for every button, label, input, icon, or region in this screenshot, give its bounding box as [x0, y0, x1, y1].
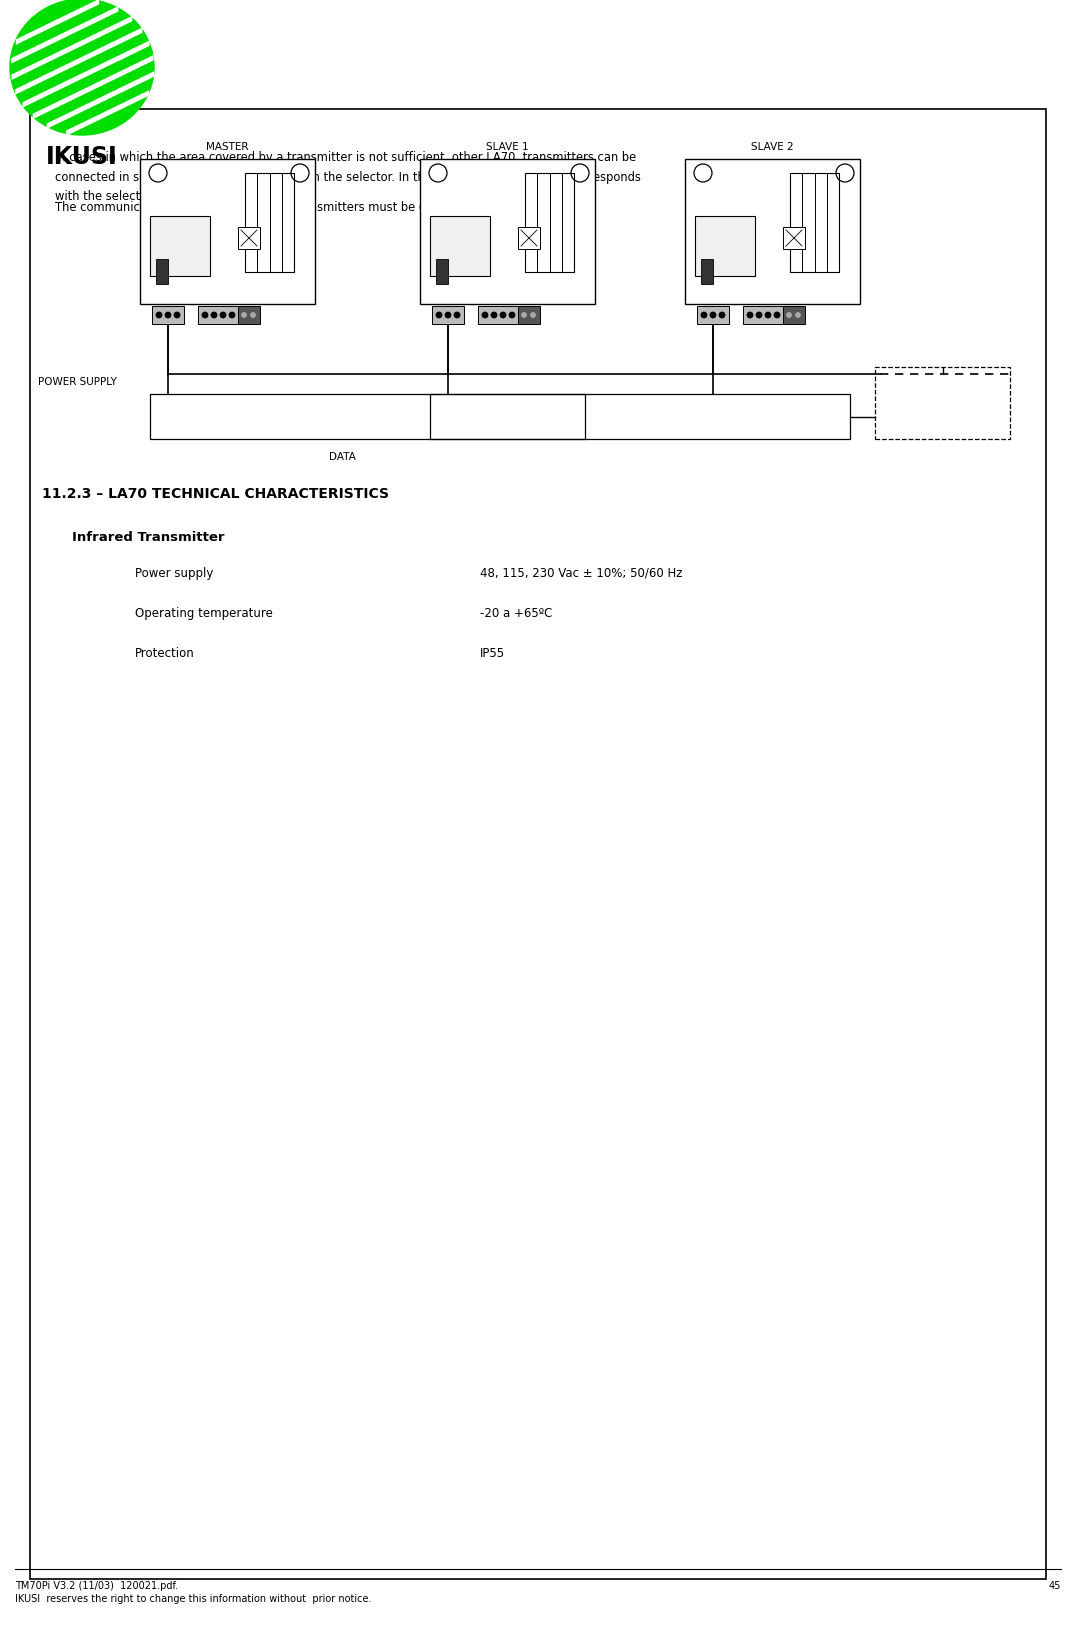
- Text: Infrared Transmitter: Infrared Transmitter: [72, 531, 225, 544]
- Circle shape: [242, 313, 246, 318]
- Circle shape: [482, 313, 487, 318]
- Circle shape: [765, 313, 770, 318]
- Circle shape: [775, 313, 780, 318]
- Circle shape: [174, 313, 180, 318]
- Bar: [518, 226, 540, 249]
- Bar: [685, 159, 860, 303]
- Text: SLAVE 2: SLAVE 2: [751, 143, 794, 152]
- Text: In cases in which the area covered by a transmitter is not sufficient, other LA7: In cases in which the area covered by a …: [55, 151, 636, 164]
- Circle shape: [787, 313, 791, 318]
- Bar: [431, 306, 464, 325]
- Bar: [245, 174, 294, 272]
- Circle shape: [211, 313, 216, 318]
- Circle shape: [251, 313, 255, 318]
- Circle shape: [756, 313, 762, 318]
- Bar: [150, 393, 585, 439]
- Bar: [152, 306, 184, 325]
- Circle shape: [500, 313, 506, 318]
- Bar: [875, 367, 1010, 439]
- Bar: [783, 226, 805, 249]
- Circle shape: [509, 313, 514, 318]
- Text: Protection: Protection: [134, 647, 195, 661]
- Circle shape: [796, 313, 801, 318]
- Bar: [238, 306, 260, 325]
- Text: Operating temperature: Operating temperature: [134, 606, 273, 620]
- Circle shape: [454, 313, 459, 318]
- Bar: [430, 216, 490, 275]
- Bar: [478, 306, 523, 325]
- Bar: [156, 259, 168, 284]
- Bar: [744, 306, 788, 325]
- Text: IKUSI  reserves the right to change this information without  prior notice.: IKUSI reserves the right to change this …: [15, 1595, 371, 1605]
- Text: with the selector in the master transmitter.: with the selector in the master transmit…: [55, 190, 305, 203]
- Bar: [697, 306, 730, 325]
- Circle shape: [702, 313, 707, 318]
- Circle shape: [522, 313, 526, 318]
- Text: IP55: IP55: [480, 647, 505, 661]
- Text: 45: 45: [1049, 1582, 1061, 1591]
- Text: POWER SUPPLY: POWER SUPPLY: [38, 377, 117, 387]
- Bar: [430, 393, 850, 439]
- Text: 48, 115, 230 Vac ± 10%; 50/60 Hz: 48, 115, 230 Vac ± 10%; 50/60 Hz: [480, 567, 682, 580]
- Bar: [695, 216, 755, 275]
- Circle shape: [436, 313, 442, 318]
- Circle shape: [229, 313, 235, 318]
- Text: IKUSI: IKUSI: [46, 144, 118, 169]
- Bar: [525, 174, 574, 272]
- Text: DATA: DATA: [328, 452, 355, 462]
- Bar: [150, 216, 210, 275]
- Text: connected in series, programmed as slaves in the selector. In this case the code: connected in series, programmed as slave…: [55, 170, 641, 184]
- Text: 11.2.3 – LA70 TECHNICAL CHARACTERISTICS: 11.2.3 – LA70 TECHNICAL CHARACTERISTICS: [42, 487, 390, 502]
- Circle shape: [492, 313, 497, 318]
- Text: SLAVE 1: SLAVE 1: [486, 143, 528, 152]
- Bar: [30, 110, 1046, 1578]
- Circle shape: [748, 313, 753, 318]
- Text: The communication connection between transmitters must be done with shielded wir: The communication connection between tra…: [55, 202, 565, 215]
- Circle shape: [530, 313, 535, 318]
- Bar: [700, 259, 713, 284]
- Circle shape: [445, 313, 451, 318]
- Text: MASTER: MASTER: [207, 143, 249, 152]
- Circle shape: [719, 313, 725, 318]
- Bar: [518, 306, 540, 325]
- Bar: [790, 174, 839, 272]
- Circle shape: [710, 313, 716, 318]
- Circle shape: [166, 313, 171, 318]
- Bar: [783, 306, 805, 325]
- Text: Power supply: Power supply: [134, 567, 213, 580]
- Bar: [238, 226, 260, 249]
- Circle shape: [202, 313, 208, 318]
- Bar: [140, 159, 315, 303]
- Circle shape: [221, 313, 226, 318]
- Bar: [420, 159, 595, 303]
- Text: TM70Pi V3.2 (11/03)  120021.pdf.: TM70Pi V3.2 (11/03) 120021.pdf.: [15, 1582, 179, 1591]
- Circle shape: [156, 313, 161, 318]
- Bar: [198, 306, 243, 325]
- Bar: [436, 259, 448, 284]
- Text: -20 a +65ºC: -20 a +65ºC: [480, 606, 552, 620]
- Ellipse shape: [10, 0, 154, 134]
